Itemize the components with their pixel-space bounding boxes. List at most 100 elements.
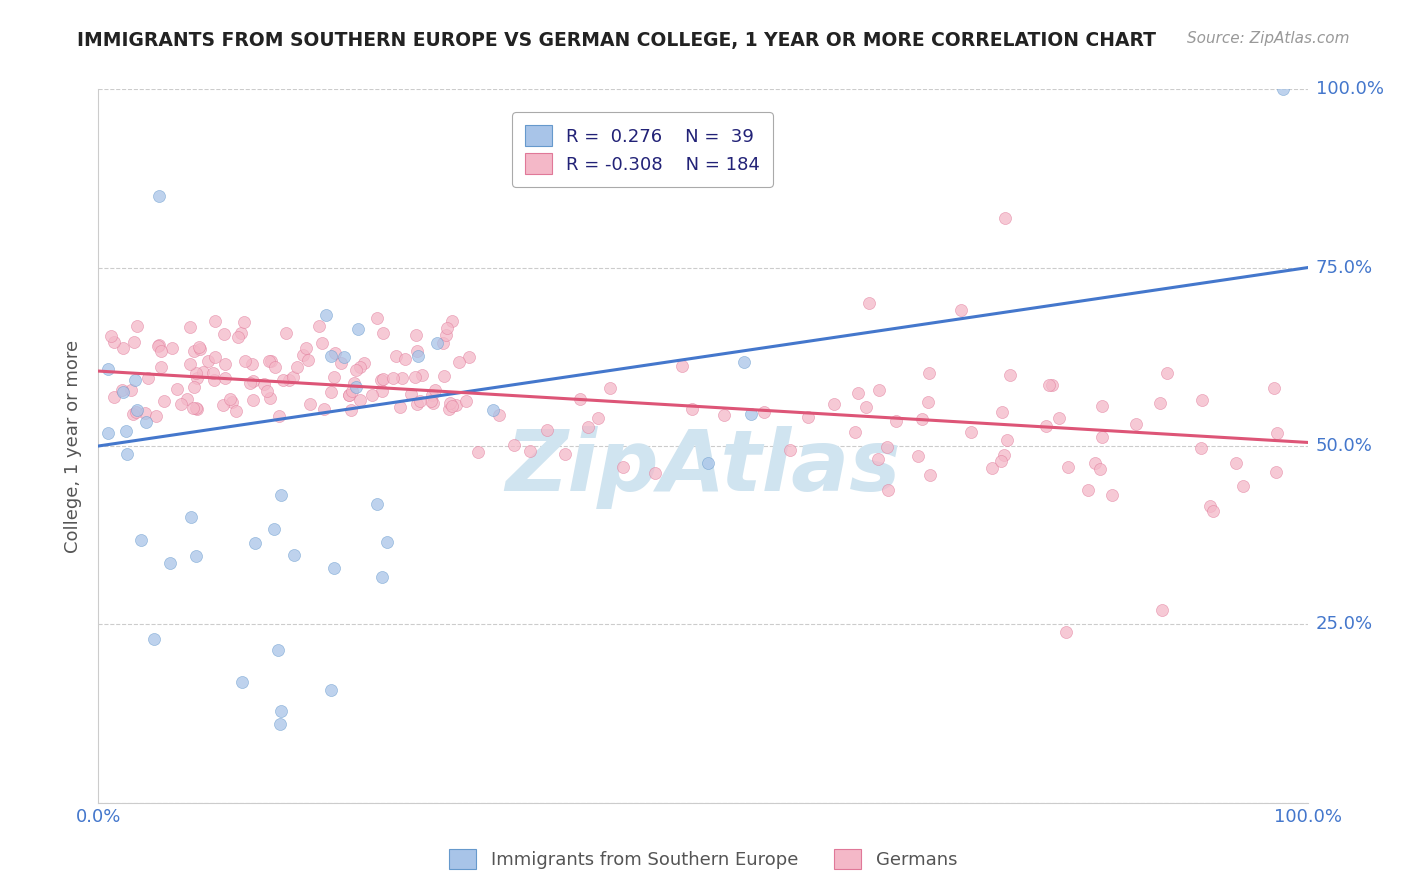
Point [980, 461, 1002, 475]
Point [681, 401, 703, 416]
Point [283, 548, 305, 562]
Point [384, 349, 406, 363]
Point [1091, 400, 1114, 414]
Point [394, 352, 416, 367]
Point [740, 407, 762, 421]
Point [239, 376, 262, 391]
Point [160, 341, 183, 355]
Point [917, 395, 939, 409]
Point [697, 456, 720, 470]
Point [855, 401, 877, 415]
Point [281, 370, 304, 384]
Point [142, 632, 165, 647]
Point [1035, 418, 1057, 433]
Text: IMMIGRANTS FROM SOUTHERN EUROPE VS GERMAN COLLEGE, 1 YEAR OR MORE CORRELATION CH: IMMIGRANTS FROM SOUTHERN EUROPE VS GERMA… [77, 31, 1156, 50]
Point [846, 385, 869, 400]
Point [858, 296, 880, 310]
Point [271, 374, 294, 388]
Point [297, 352, 319, 367]
Point [204, 373, 226, 387]
Legend: R =  0.276    N =  39, R = -0.308    N = 184: R = 0.276 N = 39, R = -0.308 N = 184 [512, 112, 773, 186]
Point [329, 356, 352, 370]
Point [333, 350, 356, 364]
Point [995, 433, 1018, 447]
Point [342, 384, 364, 399]
Point [907, 450, 929, 464]
Text: 50.0%: 50.0% [1316, 437, 1372, 455]
Point [259, 391, 281, 405]
Point [294, 341, 316, 355]
Point [131, 533, 153, 547]
Point [218, 392, 240, 407]
Point [243, 536, 266, 550]
Point [225, 403, 247, 417]
Point [381, 371, 404, 385]
Point [1191, 392, 1213, 407]
Point [179, 319, 201, 334]
Point [370, 373, 392, 387]
Point [371, 371, 394, 385]
Point [148, 339, 170, 353]
Point [97, 426, 120, 441]
Point [406, 349, 429, 363]
Point [998, 368, 1021, 383]
Point [1091, 430, 1114, 444]
Point [231, 674, 253, 689]
Point [752, 405, 775, 419]
Point [440, 400, 463, 414]
Point [990, 454, 1012, 468]
Point [779, 443, 801, 458]
Point [569, 392, 592, 406]
Point [406, 397, 429, 411]
Point [337, 388, 360, 402]
Point [149, 343, 172, 358]
Point [242, 374, 264, 388]
Point [1156, 366, 1178, 380]
Point [228, 330, 250, 344]
Point [267, 642, 290, 657]
Point [1125, 417, 1147, 431]
Point [100, 329, 122, 343]
Point [361, 388, 384, 402]
Point [191, 365, 214, 379]
Point [150, 359, 173, 374]
Point [576, 420, 599, 434]
Point [373, 326, 395, 340]
Point [343, 376, 366, 390]
Point [274, 326, 297, 340]
Point [371, 570, 394, 584]
Point [434, 327, 457, 342]
Point [319, 683, 342, 698]
Point [991, 405, 1014, 419]
Point [1265, 465, 1288, 479]
Point [911, 412, 934, 426]
Point [180, 510, 202, 524]
Point [482, 403, 505, 417]
Point [264, 360, 287, 375]
Point [214, 326, 236, 341]
Point [214, 357, 236, 371]
Point [134, 406, 156, 420]
Point [111, 341, 134, 355]
Point [211, 398, 233, 412]
Point [260, 354, 283, 368]
Point [405, 327, 427, 342]
Point [918, 468, 941, 483]
Point [256, 384, 278, 398]
Point [536, 423, 558, 437]
Point [188, 339, 211, 353]
Point [1202, 503, 1225, 517]
Text: 25.0%: 25.0% [1316, 615, 1374, 633]
Point [190, 342, 212, 356]
Point [612, 460, 634, 475]
Point [120, 383, 142, 397]
Point [202, 366, 225, 380]
Point [406, 343, 429, 358]
Point [152, 394, 174, 409]
Point [823, 397, 845, 411]
Point [876, 441, 898, 455]
Point [285, 359, 308, 374]
Point [411, 368, 433, 382]
Point [184, 549, 207, 563]
Point [1054, 624, 1077, 639]
